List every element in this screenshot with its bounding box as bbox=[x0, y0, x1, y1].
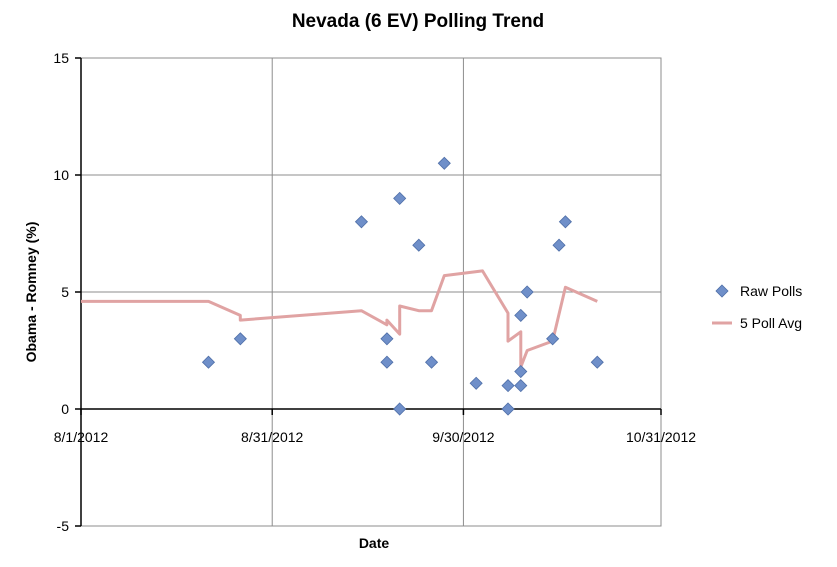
raw-poll-point bbox=[501, 402, 515, 416]
x-tick-label: 8/31/2012 bbox=[241, 429, 303, 445]
axes bbox=[75, 57, 662, 527]
raw-poll-point bbox=[424, 355, 439, 369]
avg-line-layer bbox=[81, 269, 598, 369]
x-tick-label: 8/1/2012 bbox=[54, 429, 109, 445]
legend-label-5-poll-avg: 5 Poll Avg bbox=[740, 315, 802, 331]
raw-poll-point bbox=[412, 238, 426, 252]
x-tick-label: 10/31/2012 bbox=[626, 429, 696, 445]
x-tick-label: 9/30/2012 bbox=[432, 429, 494, 445]
legend-label-raw-polls: Raw Polls bbox=[740, 283, 802, 299]
raw-poll-point bbox=[380, 332, 394, 346]
raw-poll-point bbox=[380, 355, 394, 369]
legend: Raw Polls 5 Poll Avg bbox=[712, 283, 802, 331]
raw-poll-point bbox=[590, 355, 604, 369]
raw-poll-point bbox=[501, 379, 515, 393]
raw-poll-point bbox=[520, 285, 534, 299]
y-tick-label: 10 bbox=[53, 167, 69, 183]
raw-poll-point bbox=[514, 364, 528, 379]
raw-poll-point bbox=[514, 379, 528, 393]
raw-poll-point bbox=[233, 332, 247, 346]
y-axis-label: Obama - Romney (%) bbox=[23, 222, 39, 363]
raw-polls-layer bbox=[201, 156, 604, 416]
legend-item-raw-polls: Raw Polls bbox=[715, 283, 802, 299]
raw-poll-point bbox=[201, 355, 216, 369]
legend-item-5-poll-avg: 5 Poll Avg bbox=[712, 315, 802, 331]
legend-diamond-marker bbox=[715, 284, 729, 298]
tick-labels: -5 0 5 10 15 8/1/2012 8/31/2012 9/30/2012 10/31/… bbox=[53, 50, 696, 534]
raw-poll-point bbox=[514, 308, 528, 322]
raw-poll-point bbox=[552, 238, 566, 252]
x-axis-label: Date bbox=[359, 535, 390, 551]
raw-poll-point bbox=[469, 376, 483, 390]
raw-poll-point bbox=[354, 215, 369, 229]
raw-poll-point bbox=[546, 332, 560, 346]
y-tick-label: 0 bbox=[61, 401, 69, 417]
y-tick-label: -5 bbox=[57, 518, 70, 534]
raw-poll-point bbox=[558, 215, 572, 229]
raw-poll-point bbox=[393, 191, 407, 205]
y-tick-label: 15 bbox=[53, 50, 69, 66]
y-tick-label: 5 bbox=[61, 284, 69, 300]
raw-poll-point bbox=[393, 402, 407, 416]
chart-title: Nevada (6 EV) Polling Trend bbox=[292, 11, 544, 32]
five-poll-avg-line bbox=[81, 269, 598, 369]
gridlines bbox=[80, 57, 662, 527]
raw-poll-point bbox=[437, 156, 451, 170]
